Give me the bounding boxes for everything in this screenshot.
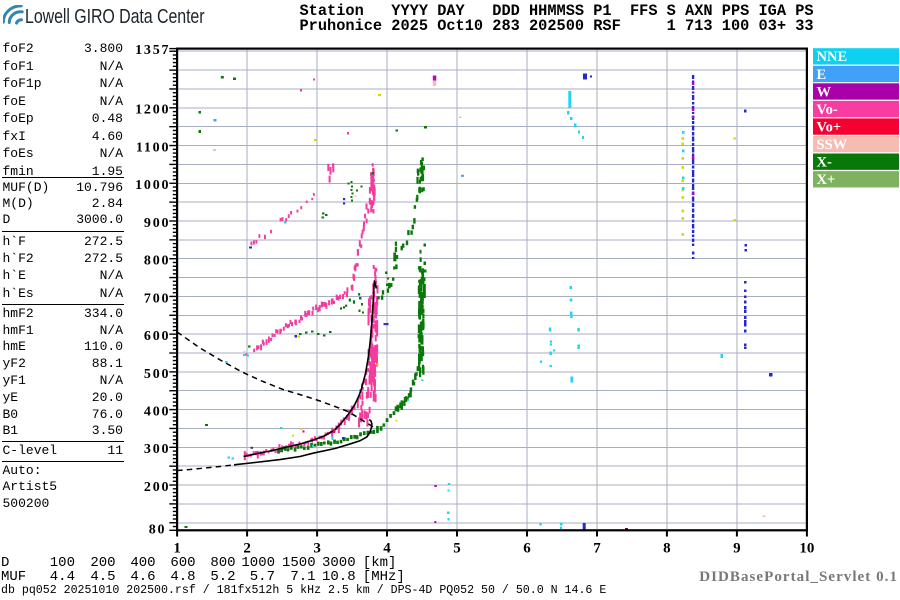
svg-text:X-: X- [817, 155, 832, 171]
svg-text:1200: 1200 [135, 103, 170, 118]
svg-text:800: 800 [144, 254, 170, 269]
svg-text:600: 600 [144, 329, 170, 344]
svg-text:10: 10 [799, 541, 814, 557]
svg-text:6: 6 [523, 541, 531, 557]
svg-text:W: W [817, 84, 832, 100]
svg-text:3: 3 [313, 541, 321, 557]
svg-text:700: 700 [144, 291, 170, 306]
svg-text:9: 9 [733, 541, 741, 557]
svg-text:300: 300 [144, 442, 170, 457]
svg-text:900: 900 [144, 216, 170, 231]
svg-text:8: 8 [663, 541, 671, 557]
svg-text:7: 7 [593, 541, 601, 557]
svg-text:1357: 1357 [135, 43, 170, 58]
svg-text:400: 400 [144, 405, 170, 420]
svg-text:1000: 1000 [135, 178, 170, 193]
svg-text:1: 1 [173, 541, 181, 557]
svg-text:Vo+: Vo+ [817, 119, 842, 135]
svg-text:E: E [817, 67, 827, 83]
svg-text:1100: 1100 [136, 140, 170, 155]
svg-text:2: 2 [243, 541, 251, 557]
svg-text:X+: X+ [817, 172, 836, 188]
svg-text:5: 5 [453, 541, 461, 557]
svg-text:SSW: SSW [817, 137, 848, 153]
svg-text:4: 4 [383, 541, 391, 557]
svg-text:Vo-: Vo- [817, 102, 838, 118]
svg-text:200: 200 [144, 480, 170, 495]
svg-text:80: 80 [149, 523, 167, 538]
svg-text:NNE: NNE [817, 49, 848, 65]
svg-text:500: 500 [144, 367, 170, 382]
